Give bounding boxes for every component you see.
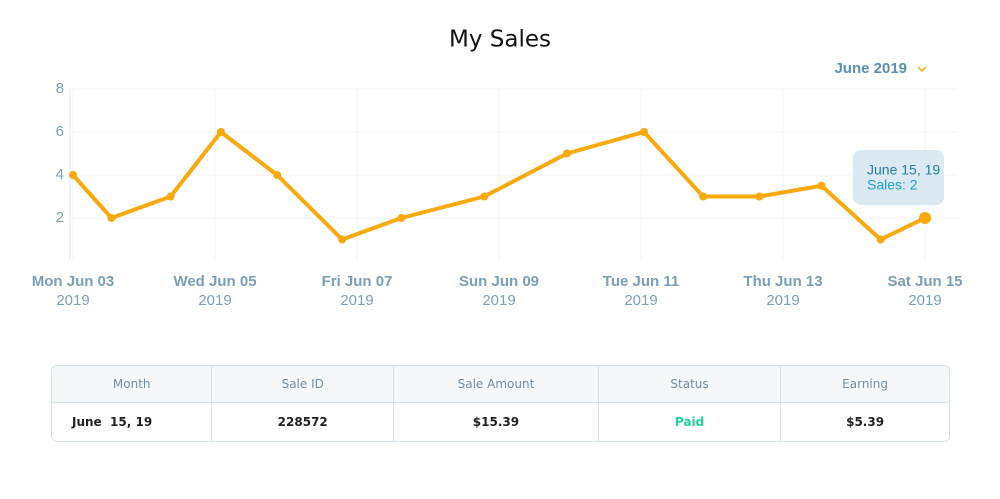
x-tick-label: Wed Jun 05	[173, 273, 256, 290]
x-tick-label: Sun Jun 09	[459, 273, 539, 290]
table-cell: $5.39	[846, 415, 885, 429]
point	[876, 235, 885, 244]
point	[755, 192, 764, 201]
point	[273, 171, 282, 179]
table-body: June 15, 19 228572 $15.39 Paid $5.39	[52, 403, 949, 441]
point	[699, 192, 708, 201]
table-cell: Paid	[599, 403, 782, 441]
point	[397, 214, 406, 222]
point	[639, 128, 648, 136]
x-tick-year: 2019	[340, 292, 373, 309]
tooltip-text: Sales: 2	[867, 177, 918, 193]
column-header: Status	[598, 366, 782, 403]
y-tick-label: 4	[56, 166, 64, 183]
table-row: June 15, 19 228572 $15.39 Paid $5.39	[52, 403, 949, 441]
dropdown-arrow[interactable]	[917, 66, 927, 73]
point	[166, 192, 175, 201]
point	[69, 171, 77, 179]
y-tick-label: 2	[56, 209, 64, 226]
x-tick-year: 2019	[766, 292, 799, 309]
point	[563, 149, 572, 158]
x-tick-year: 2019	[56, 292, 89, 309]
tooltip-box	[853, 150, 944, 205]
tooltip-title: June 15, 19	[867, 162, 940, 178]
header-row: Month Sale ID Sale Amount Status Earning	[52, 366, 949, 403]
sales-table: Month Sale ID Sale Amount Status Earning Jun…	[51, 365, 950, 442]
table-cell: June 15, 19	[52, 403, 213, 441]
x-tick-label: Mon Jun 03	[32, 273, 115, 290]
point	[480, 192, 489, 201]
point	[919, 212, 931, 224]
column-header: Earning	[781, 366, 949, 403]
column-header: Sale ID	[212, 366, 395, 403]
x-tick-year: 2019	[908, 292, 941, 309]
month-dropdown[interactable]: June 2019	[834, 60, 907, 77]
x-tick-year: 2019	[198, 292, 231, 309]
point	[107, 214, 116, 222]
y-tick-label: 6	[56, 123, 64, 140]
table-cell: $15.39	[394, 403, 599, 441]
y-tick-label: 8	[56, 80, 64, 97]
column-header: Month	[52, 366, 213, 403]
point	[338, 235, 347, 244]
column-header: Sale Amount	[394, 366, 599, 403]
point	[817, 181, 826, 190]
chart-title: My Sales	[449, 27, 551, 53]
x-tick-label: Thu Jun 13	[743, 273, 822, 290]
table-cell: 228572	[212, 403, 395, 441]
x-tick-label: Fri Jun 07	[322, 273, 393, 290]
x-tick-year: 2019	[624, 292, 657, 309]
point	[216, 128, 225, 136]
x-tick-label: Tue Jun 11	[603, 273, 679, 290]
x-tick-year: 2019	[482, 292, 515, 309]
x-tick-label: Sat Jun 15	[887, 273, 962, 290]
chart: My Sales June 2019 2 4 6 8 Mon Jun 03 2019 Wed…	[32, 27, 963, 309]
